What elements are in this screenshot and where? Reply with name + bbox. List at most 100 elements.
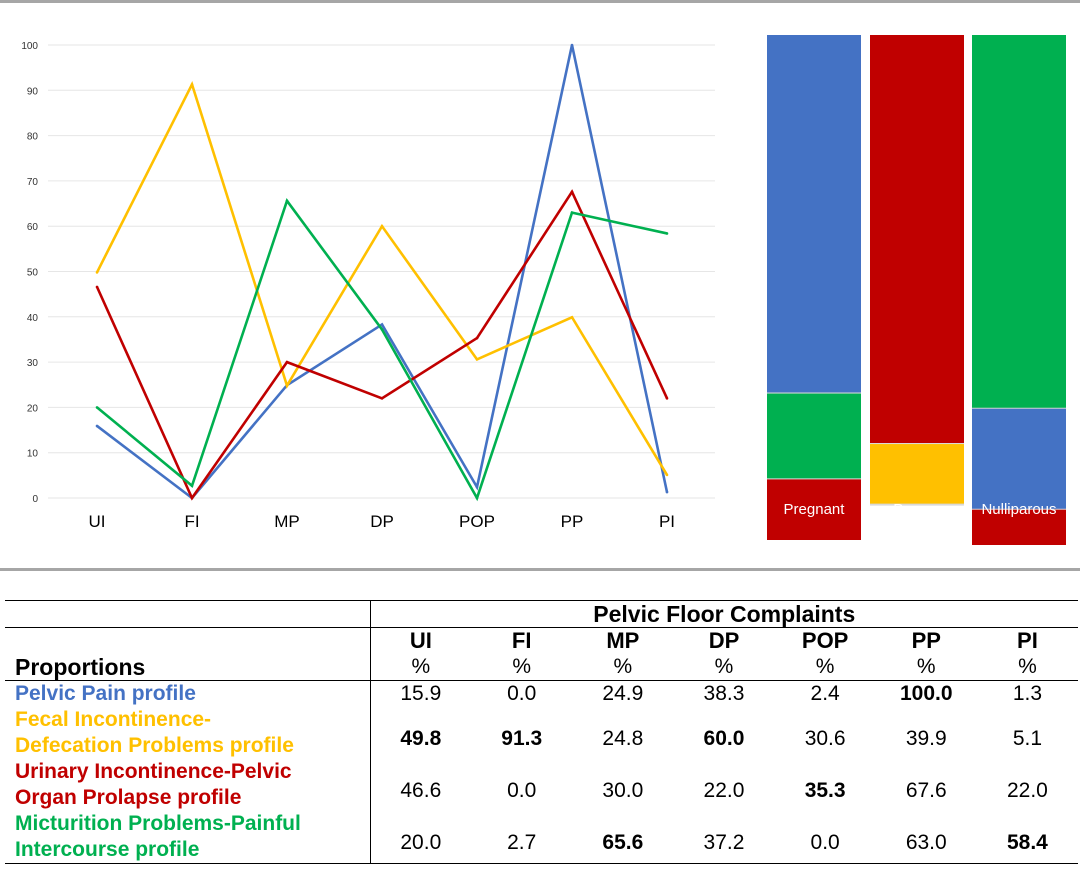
data-point-fecal (475, 358, 479, 361)
table-cell: 38.3 (673, 680, 775, 707)
column-header: UI (369, 627, 472, 654)
data-point-urinary (665, 397, 669, 400)
unit-row: Proportions %%%%%%% (5, 654, 1078, 681)
table-title: Pelvic Floor Complaints (369, 600, 1078, 628)
row-label-line: Intercourse profile (15, 838, 200, 861)
table-cell: 65.6 (572, 811, 674, 864)
column-header: DP (673, 627, 775, 654)
table-cell: 24.8 (602, 727, 644, 750)
data-point-pelvic_pain (380, 323, 384, 326)
y-tick-label: 70 (27, 177, 39, 188)
y-tick-label: 30 (27, 358, 39, 369)
stack-segment-pelvic_pain (972, 408, 1066, 510)
y-tick-label: 10 (27, 449, 39, 460)
row-label-line: Defecation Problems profile (15, 734, 294, 757)
column-header: MP (572, 627, 674, 654)
table-row: Pelvic Pain profile 15.9 0.0 24.9 38.3 2.4 100… (5, 680, 1078, 707)
table-cell: 22.0 (703, 779, 745, 802)
data-point-micturition (475, 496, 479, 500)
table-cell: 49.8 (369, 707, 472, 759)
row-label: Fecal Incontinence- Defecation Problems p… (5, 707, 370, 759)
complaints-table: Pelvic Floor Complaints UI FI MP DP POP PP PI … (5, 600, 1078, 864)
table-row: Micturition Problems-Painful Intercourse … (5, 811, 1078, 864)
table-title-row: Pelvic Floor Complaints (5, 600, 1078, 628)
table-cell: 0.0 (471, 680, 573, 707)
table-cell: 63.0 (875, 811, 977, 864)
table-cell: 22.0 (1006, 779, 1048, 802)
stack-segment-micturition (972, 35, 1066, 409)
unit-cell: % (714, 655, 734, 678)
data-point-urinary (570, 190, 574, 194)
data-point-fecal (570, 315, 574, 319)
table-cell: 0.0 (774, 811, 876, 864)
data-point-micturition (285, 199, 289, 203)
table-row: Urinary Incontinence-Pelvic Organ Prolaps… (5, 759, 1078, 811)
data-point-pelvic_pain (95, 424, 99, 428)
x-tick-label: POP (459, 512, 495, 531)
row-label: Micturition Problems-Painful Intercourse … (5, 811, 370, 864)
column-header: PI (976, 627, 1078, 654)
table-cell: 20.0 (369, 811, 472, 864)
table-cell: 35.3 (804, 779, 846, 802)
stack-segment-fecal (870, 444, 964, 505)
y-tick-label: 100 (21, 41, 38, 52)
table-cell: 24.9 (572, 680, 674, 707)
mid-rule (0, 568, 1080, 571)
row-label-line: Pelvic Pain profile (15, 682, 196, 705)
table-cell: 58.4 (976, 811, 1078, 864)
x-tick-label: FI (184, 512, 199, 531)
table-cell: 30.6 (804, 727, 846, 750)
data-point-pelvic_pain (475, 485, 479, 489)
data-point-urinary (475, 336, 479, 340)
bar-category-label: Parous (893, 501, 941, 518)
y-tick-label: 80 (27, 132, 39, 143)
data-point-fecal (285, 384, 289, 387)
data-point-urinary (190, 496, 194, 500)
x-tick-label: MP (274, 512, 300, 531)
y-tick-label: 20 (27, 403, 39, 414)
table-cell: 37.2 (673, 811, 775, 864)
column-header: PP (875, 627, 977, 654)
row-label-line: Urinary Incontinence-Pelvic (15, 760, 292, 783)
table-cell: 2.7 (471, 811, 573, 864)
complaints-table-wrap: Pelvic Floor Complaints UI FI MP DP POP PP PI … (5, 600, 1078, 864)
table-cell: 1.3 (976, 680, 1078, 707)
x-tick-label: UI (89, 512, 106, 531)
table-cell: 15.9 (369, 680, 472, 707)
table-cell: 46.6 (369, 759, 472, 811)
profile-line-chart: 0 10 20 30 40 50 60 70 80 90 100 UI FI MP DP POP PP PI (21, 41, 715, 531)
stacked-bar-chart: Pregnant Parous Nulliparous (767, 35, 1066, 545)
data-point-fecal (380, 224, 384, 228)
column-header: FI (471, 627, 573, 654)
row-label: Urinary Incontinence-Pelvic Organ Prolaps… (5, 759, 370, 811)
stack-segment-urinary (767, 479, 861, 540)
y-tick-label: 90 (27, 86, 39, 97)
table-cell: 60.0 (703, 727, 745, 750)
unit-cell: % (369, 654, 472, 681)
data-point-urinary (285, 360, 289, 364)
table-cell: 100.0 (875, 680, 977, 707)
x-tick-label: PI (659, 512, 675, 531)
row-label-line: Micturition Problems-Painful (15, 812, 301, 835)
data-point-micturition (665, 232, 669, 235)
bar-category-label: Nulliparous (981, 501, 1056, 518)
proportions-label: Proportions (15, 654, 146, 680)
column-header-row: UI FI MP DP POP PP PI (5, 627, 1078, 654)
table-cell: 2.4 (774, 680, 876, 707)
y-tick-label: 50 (27, 268, 39, 279)
empty-cell (5, 627, 370, 654)
unit-cell: % (1018, 655, 1037, 678)
unit-cell: % (815, 655, 835, 678)
table-cell: 30.0 (602, 779, 644, 802)
empty-cell (5, 600, 370, 628)
data-point-fecal (665, 473, 669, 477)
column-header: POP (774, 627, 876, 654)
unit-cell: % (613, 655, 633, 678)
table-cell: 0.0 (507, 779, 537, 802)
unit-cell: % (916, 655, 936, 678)
data-point-urinary (380, 397, 384, 400)
top-rule (0, 0, 1080, 3)
y-tick-label: 0 (32, 494, 38, 505)
table-cell: 67.6 (905, 779, 947, 802)
bar-category-label: Pregnant (784, 501, 846, 518)
